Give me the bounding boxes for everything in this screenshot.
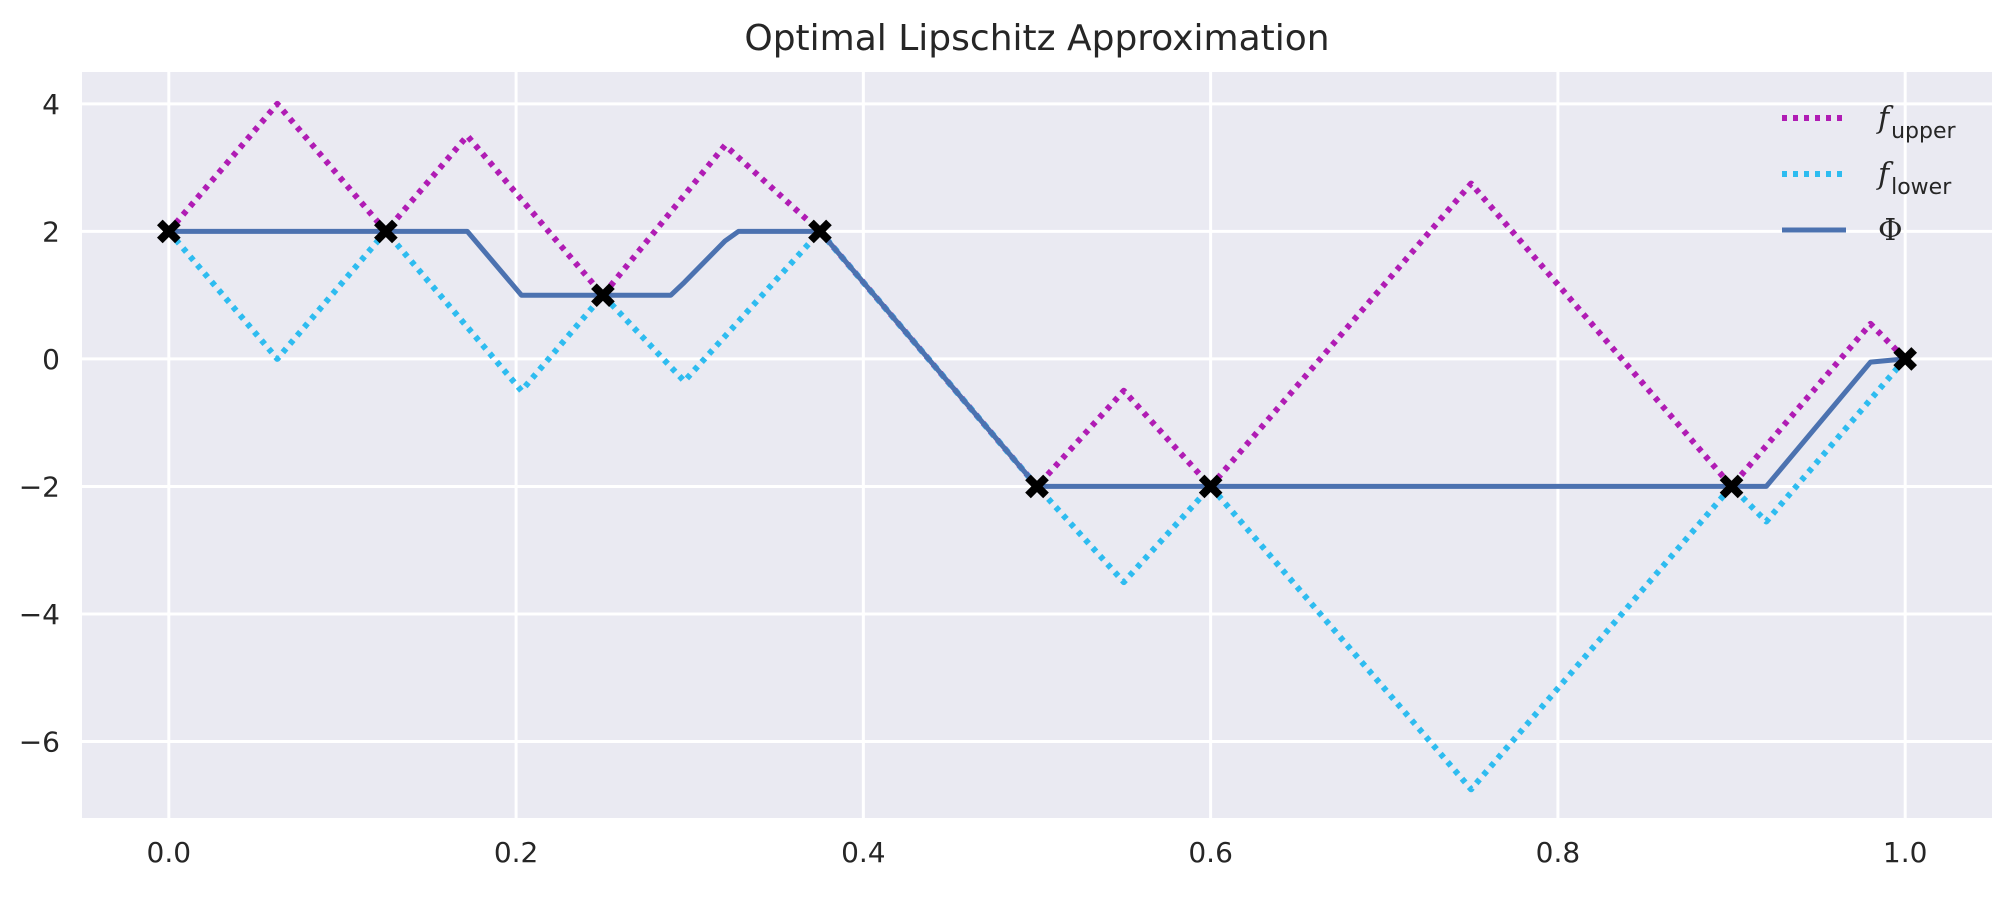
- data-point-marker: [156, 219, 181, 244]
- legend-item-phi: Φ: [1782, 213, 1903, 248]
- series-line-phi: [166, 228, 1908, 489]
- y-tick-label: 2: [42, 215, 60, 248]
- x-tick-label: 0.0: [147, 836, 192, 869]
- x-tick-label: 0.2: [494, 836, 539, 869]
- tick-labels: 0.0 0.2 0.4 0.6 0.8 1.0 −6 −4 −2 0 2 4: [19, 88, 1928, 869]
- x-tick-label: 1.0: [1883, 836, 1928, 869]
- data-point-marker: [808, 219, 832, 244]
- data-point-marker: [591, 283, 615, 307]
- data-markers: [156, 219, 1918, 499]
- y-tick-label: 0: [42, 343, 60, 376]
- y-tick-label: −6: [19, 725, 60, 758]
- y-tick-label: −2: [19, 470, 60, 503]
- x-tick-label: 0.8: [1536, 836, 1581, 869]
- y-tick-label: −4: [19, 598, 60, 631]
- data-point-marker: [1893, 347, 1918, 371]
- data-point-marker: [1198, 474, 1223, 499]
- series-layer: [166, 100, 1908, 793]
- chart-title: Optimal Lipschitz Approximation: [744, 18, 1329, 59]
- data-point-marker: [1719, 474, 1744, 499]
- x-tick-label: 0.6: [1188, 836, 1233, 869]
- data-point-marker: [1025, 474, 1049, 499]
- legend-label: Φ: [1878, 213, 1903, 248]
- y-tick-label: 4: [42, 88, 60, 121]
- x-tick-label: 0.4: [841, 836, 886, 869]
- data-point-marker: [374, 219, 398, 244]
- plot-area: [82, 72, 1992, 818]
